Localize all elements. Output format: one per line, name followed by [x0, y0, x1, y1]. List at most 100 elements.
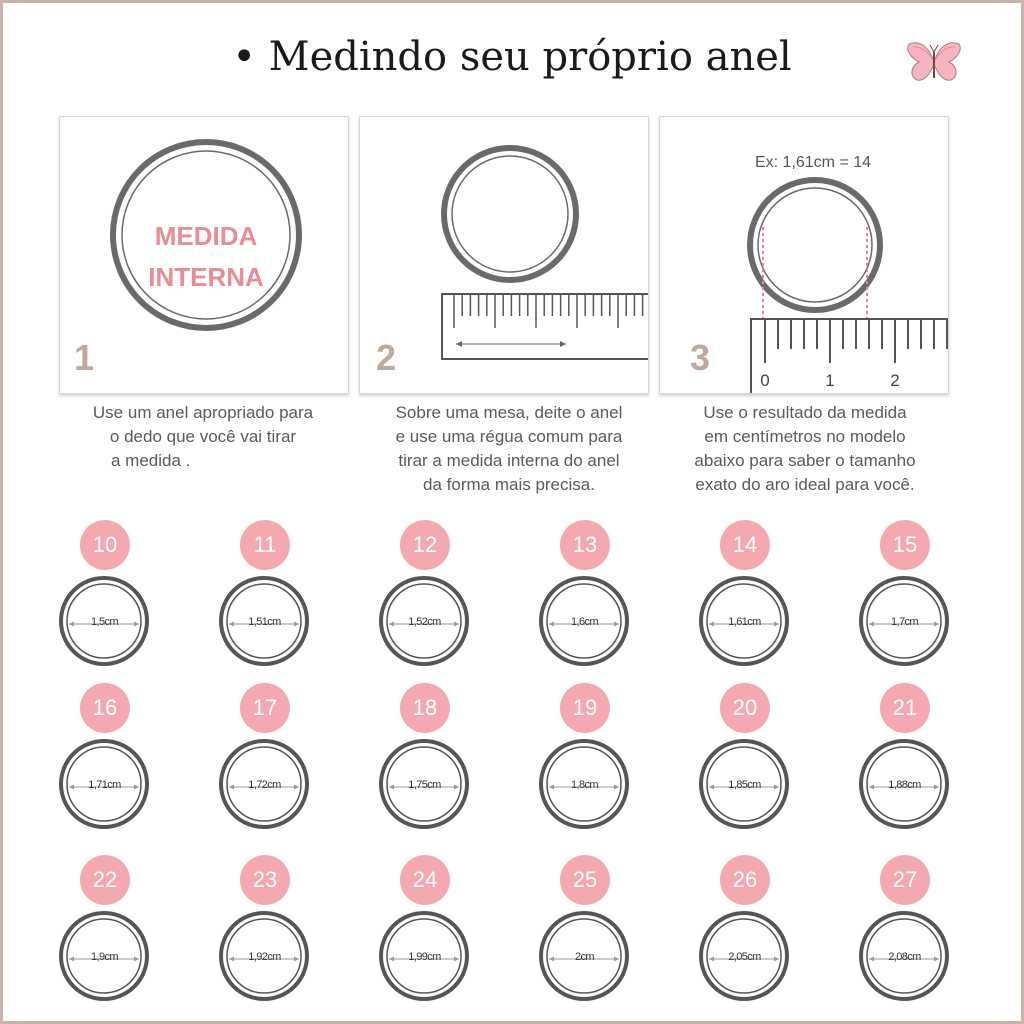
ruler-illustration	[441, 145, 648, 360]
size-badge: 25	[560, 855, 610, 905]
ring-icon	[539, 739, 629, 829]
ring-size-item: 10 1,5cm	[57, 520, 157, 670]
ring-icon	[219, 576, 309, 666]
ring-icon	[859, 576, 949, 666]
ring-size-item: 18 1,75cm	[377, 683, 477, 833]
size-badge: 22	[80, 855, 130, 905]
ring-icon	[59, 576, 149, 666]
ring-diameter-label: 2cm	[575, 951, 595, 963]
ring-diameter-label: 1,92cm	[248, 951, 281, 963]
page-title: • Medindo seu próprio anel	[232, 34, 792, 80]
measurement-example-illustration: Ex: 1,61cm = 14 0 1 2	[747, 154, 948, 393]
ring-icon	[859, 911, 949, 1001]
caption-line: em centímetros no modelo	[704, 427, 906, 446]
caption-line: Use o resultado da medida	[703, 403, 907, 422]
ring-icon	[379, 911, 469, 1001]
ring-size-item: 16 1,71cm	[57, 683, 157, 833]
step-2-panel: 2	[359, 116, 649, 394]
ring-diameter-label: 1,88cm	[888, 779, 921, 791]
ring-icon	[59, 739, 149, 829]
size-badge: 20	[720, 683, 770, 733]
ring-icon	[539, 911, 629, 1001]
ring-diameter-label: 1,6cm	[571, 616, 599, 628]
ring-icon	[379, 739, 469, 829]
size-badge: 11	[240, 520, 290, 570]
caption-line: Use um anel apropriado para	[92, 403, 314, 422]
caption-line: Sobre uma mesa, deite o anel	[395, 403, 623, 422]
step-2-caption: Sobre uma mesa, deite o anel e use uma r…	[359, 401, 659, 497]
size-badge: 14	[720, 520, 770, 570]
ruler-label-0: 0	[760, 371, 769, 390]
ring-diameter-label: 2,05cm	[728, 951, 761, 963]
inner-measure-illustration: MEDIDA INTERNA	[110, 139, 302, 331]
ring-size-item: 21 1,88cm	[857, 683, 957, 833]
ring-size-item: 20 1,85cm	[697, 683, 797, 833]
ring-size-item: 24 1,99cm	[377, 855, 477, 1005]
ring-icon	[59, 911, 149, 1001]
circle-text-line-1: MEDIDA	[155, 221, 258, 251]
caption-line: e use uma régua comum para	[395, 427, 623, 446]
size-badge: 13	[560, 520, 610, 570]
caption-line: da forma mais precisa.	[423, 475, 595, 494]
caption-line: exato do aro ideal para você.	[695, 475, 915, 494]
step-1-caption: Use um anel apropriado para o dedo que v…	[53, 401, 353, 473]
size-badge: 27	[880, 855, 930, 905]
ring-diameter-label: 1,51cm	[248, 616, 281, 628]
ring-size-item: 19 1,8cm	[537, 683, 637, 833]
caption-line: o dedo que você vai tirar	[109, 427, 297, 446]
size-badge: 23	[240, 855, 290, 905]
size-badge: 16	[80, 683, 130, 733]
size-badge: 21	[880, 683, 930, 733]
ring-icon	[699, 576, 789, 666]
ring-icon	[219, 739, 309, 829]
step-number-2: 2	[376, 337, 397, 378]
ring-diameter-label: 1,99cm	[408, 951, 441, 963]
size-badge: 12	[400, 520, 450, 570]
ring-diameter-label: 1,8cm	[571, 779, 599, 791]
ring-size-item: 14 1,61cm	[697, 520, 797, 670]
size-badge: 24	[400, 855, 450, 905]
caption-line: abaixo para saber o tamanho	[694, 451, 916, 470]
step-number-3: 3	[690, 337, 711, 378]
size-badge: 26	[720, 855, 770, 905]
ring-icon	[699, 739, 789, 829]
ring-size-item: 11 1,51cm	[217, 520, 317, 670]
ring-diameter-label: 1,85cm	[728, 779, 761, 791]
ring-size-item: 17 1,72cm	[217, 683, 317, 833]
ring-size-item: 15 1,7cm	[857, 520, 957, 670]
ring-icon	[539, 576, 629, 666]
step-3-caption: Use o resultado da medida em centímetros…	[655, 401, 955, 497]
ring-diameter-label: 1,5cm	[91, 616, 119, 628]
caption-line: tirar a medida interna do anel	[398, 451, 620, 470]
ring-diameter-label: 1,7cm	[891, 616, 919, 628]
step-1-panel: MEDIDA INTERNA 1	[59, 116, 349, 394]
size-badge: 15	[880, 520, 930, 570]
size-badge: 17	[240, 683, 290, 733]
ruler-label-1: 1	[825, 371, 834, 390]
ring-icon	[379, 576, 469, 666]
ring-diameter-label: 1,9cm	[91, 951, 119, 963]
ring-diameter-label: 1,75cm	[408, 779, 441, 791]
ring-size-item: 22 1,9cm	[57, 855, 157, 1005]
ring-size-item: 13 1,6cm	[537, 520, 637, 670]
ring-size-item: 23 1,92cm	[217, 855, 317, 1005]
ring-size-item: 27 2,08cm	[857, 855, 957, 1005]
ring-diameter-label: 1,72cm	[248, 779, 281, 791]
example-text: Ex: 1,61cm = 14	[755, 154, 871, 171]
ring-diameter-label: 2,08cm	[888, 951, 921, 963]
ring-icon	[699, 911, 789, 1001]
size-badge: 19	[560, 683, 610, 733]
ring-icon	[859, 739, 949, 829]
butterfly-icon	[907, 42, 961, 81]
ruler-label-2: 2	[890, 371, 899, 390]
ring-diameter-label: 1,71cm	[88, 779, 121, 791]
ring-size-item: 12 1,52cm	[377, 520, 477, 670]
ring-size-item: 26 2,05cm	[697, 855, 797, 1005]
ring-diameter-label: 1,61cm	[728, 616, 761, 628]
size-badge: 10	[80, 520, 130, 570]
ring-diameter-label: 1,52cm	[408, 616, 441, 628]
size-badge: 18	[400, 683, 450, 733]
ring-icon	[219, 911, 309, 1001]
ring-size-item: 25 2cm	[537, 855, 637, 1005]
